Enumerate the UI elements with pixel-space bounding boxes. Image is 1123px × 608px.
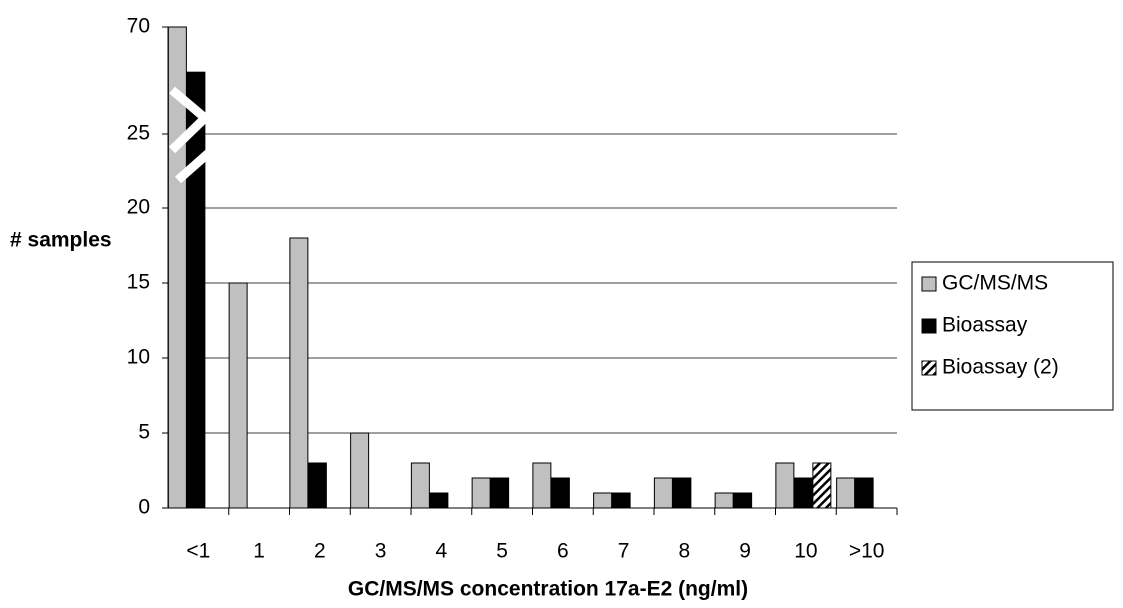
y-tick-label: 10 [127,346,150,369]
axis-break [168,86,215,184]
x-tick-label: 2 [314,540,326,563]
bar [471,477,491,509]
legend-swatch [921,276,937,292]
x-tick-label: 7 [618,540,630,563]
y-tick-label: 20 [127,196,150,219]
bar [812,462,832,509]
bar [793,477,813,509]
x-tick-label: >10 [849,540,885,563]
bar [836,477,856,509]
x-tick-label: 4 [436,540,448,563]
bar [672,477,692,509]
bar [532,462,552,509]
legend-label: Bioassay [942,314,1028,337]
bar [350,432,370,509]
x-tick-label: 1 [253,540,265,563]
legend-label: GC/MS/MS [942,272,1048,295]
y-axis-label: # samples [10,229,112,252]
legend-box [911,261,1114,411]
x-tick-label: 8 [679,540,691,563]
bar [611,492,631,509]
bar [429,492,449,509]
bar [307,462,327,509]
bar [228,282,248,509]
bar [733,492,753,509]
bar [593,492,613,509]
y-tick-label: 5 [138,421,150,444]
bar [550,477,570,509]
bar [410,462,430,509]
legend-swatch [921,318,937,334]
legend-swatch [921,360,937,376]
bar [289,237,309,509]
x-tick-label: 9 [739,540,751,563]
bar [490,477,510,509]
y-tick-label: 15 [127,271,150,294]
x-tick-label: 6 [557,540,569,563]
x-axis-label: GC/MS/MS concentration 17a-E2 (ng/ml) [348,578,748,601]
bar [854,477,874,509]
y-tick-label: 25 [127,122,150,145]
bar [653,477,673,509]
bar [714,492,734,509]
y-tick-label: 70 [127,15,150,38]
x-tick-label: 10 [794,540,817,563]
x-tick-label: <1 [186,540,210,563]
y-tick-label: 0 [138,496,150,519]
legend-label: Bioassay (2) [942,356,1059,379]
bar [775,462,795,509]
x-tick-label: 3 [375,540,387,563]
x-tick-label: 5 [496,540,508,563]
